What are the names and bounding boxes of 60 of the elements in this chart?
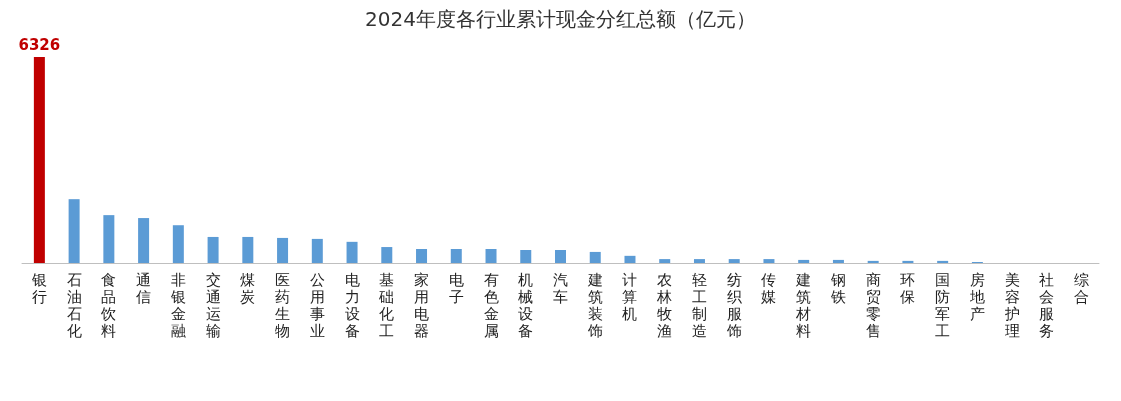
- x-tick-label: 钢铁: [829, 270, 846, 306]
- chart-title: 2024年度各行业累计现金分红总额（亿元）: [365, 7, 756, 31]
- x-tick-label: 纺织服饰: [725, 270, 742, 340]
- x-tick-label: 石油石化: [66, 270, 82, 340]
- bar: [555, 249, 566, 263]
- bar: [277, 237, 289, 263]
- bar: [450, 249, 462, 263]
- bar: [589, 251, 601, 263]
- x-tick-label: 基础化工: [378, 270, 395, 340]
- x-tick-label: 计算机: [622, 270, 638, 323]
- bar: [207, 236, 219, 263]
- bar: [763, 259, 775, 263]
- x-tick-label: 机械设备: [518, 270, 534, 340]
- bar: [867, 260, 879, 263]
- bar: [902, 260, 914, 263]
- x-tick-label: 公用事业: [309, 270, 325, 340]
- bar: [416, 249, 428, 263]
- x-tick-label: 医药生物: [275, 270, 291, 340]
- x-tick-label: 建筑装饰: [586, 270, 603, 340]
- x-tick-label: 有色金属: [483, 270, 499, 340]
- x-tick-label: 房地产: [968, 270, 985, 323]
- bar: [68, 199, 80, 263]
- x-tick-label: 电力设备: [344, 270, 360, 340]
- x-tick-label: 汽车: [553, 270, 568, 306]
- x-tick-label: 食品饮料: [100, 270, 117, 340]
- data-label: 6326: [18, 35, 61, 54]
- bar: [832, 259, 844, 263]
- x-tick-label: 商贸零售: [865, 270, 881, 340]
- x-tick-label: 社会服务: [1039, 270, 1055, 340]
- x-tick-label: 轻工制造: [691, 270, 707, 340]
- bar: [103, 215, 115, 263]
- bar: [659, 259, 671, 263]
- bar: [485, 249, 497, 263]
- x-tick-label: 建筑材料: [795, 270, 812, 340]
- bar: [172, 225, 184, 263]
- x-tick-label: 银行: [30, 270, 47, 306]
- x-tick-label: 环保: [900, 270, 916, 306]
- x-tick-label: 交通运输: [205, 270, 221, 340]
- bar: [381, 247, 393, 263]
- bar: [346, 241, 358, 263]
- x-tick-label: 家用电器: [414, 270, 430, 340]
- x-tick-label: 电子: [448, 270, 464, 306]
- bar: [624, 255, 636, 263]
- x-tick-label: 煤炭: [240, 270, 256, 306]
- x-tick-label: 传媒: [761, 270, 777, 306]
- x-tick-label: 通信: [136, 270, 152, 306]
- bar: [33, 57, 45, 263]
- bar: [728, 259, 740, 263]
- x-tick-label: 美容护理: [1003, 270, 1020, 340]
- x-tick-label: 非银金融: [169, 270, 186, 340]
- bar: [520, 249, 532, 263]
- bar: [242, 236, 254, 263]
- bar: [937, 260, 949, 263]
- x-tick-label: 国防军工: [935, 270, 951, 340]
- bar: [138, 218, 150, 263]
- x-tick-label: 综合: [1074, 270, 1090, 306]
- bar: [798, 259, 810, 263]
- bar: [311, 238, 323, 263]
- x-tick-label: 农林牧渔: [656, 270, 673, 340]
- bar: [693, 259, 705, 263]
